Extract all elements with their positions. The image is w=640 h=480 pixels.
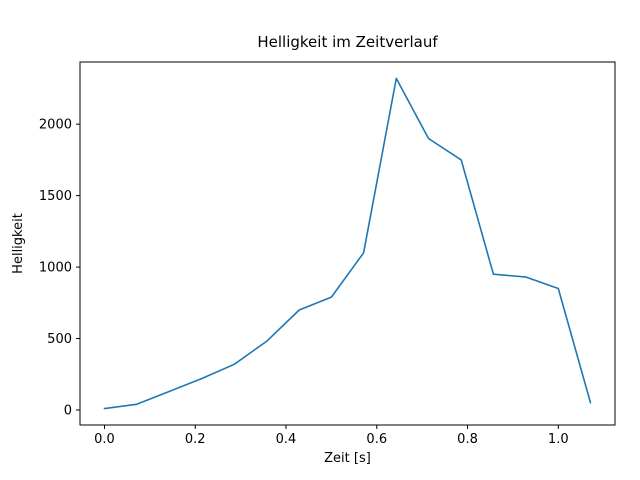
y-tick-label: 1500 xyxy=(39,189,72,204)
x-tick-label: 1.0 xyxy=(548,432,569,447)
x-axis-label: Zeit [s] xyxy=(324,451,371,466)
x-tick-label: 0.4 xyxy=(276,432,297,447)
x-tick-label: 0.8 xyxy=(457,432,478,447)
x-tick-label: 0.0 xyxy=(94,432,115,447)
y-tick-label: 1000 xyxy=(39,261,72,276)
y-tick-label: 2000 xyxy=(39,118,72,133)
y-tick-label: 0 xyxy=(64,403,72,418)
y-axis-label: Helligkeit xyxy=(11,213,26,274)
plot-area: 0.0 0.2 0.4 0.6 0.8 1.0 0 500 1000 1500 2000 xyxy=(39,61,616,447)
axes-frame xyxy=(79,61,616,426)
y-tick-label: 500 xyxy=(47,332,72,347)
x-tick-label: 0.6 xyxy=(366,432,387,447)
data-line xyxy=(103,77,592,410)
x-tick-label: 0.2 xyxy=(185,432,206,447)
chart-title: Helligkeit im Zeitverlauf xyxy=(257,33,438,51)
